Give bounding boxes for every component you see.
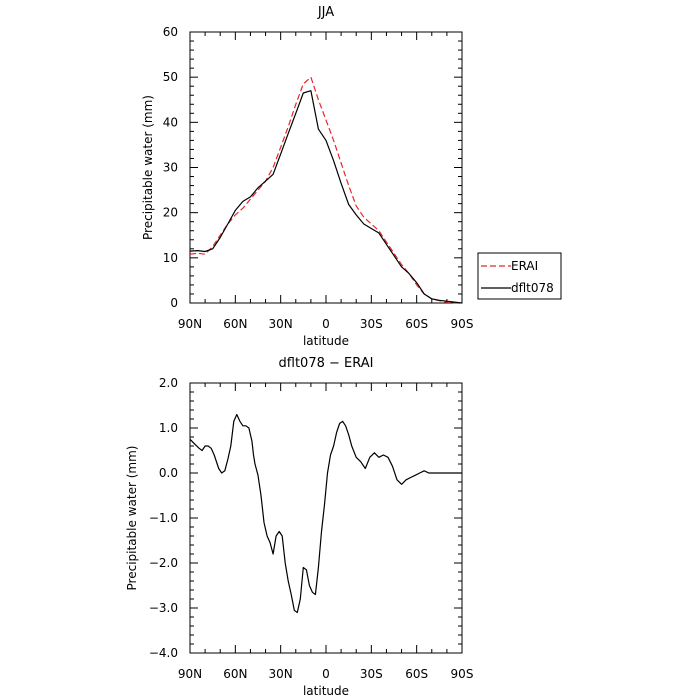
x-axis-label: latitude [303,334,349,348]
legend: ERAI dflt078 [477,252,562,300]
legend-label-dflt078: dflt078 [511,281,554,295]
y-tick-label: 10 [163,251,178,265]
y-tick-label: 0 [170,296,178,310]
chart-panel-1: dflt078 − ERAI 90N 60N 30N 0 30S 60S 90S −4.0 −3.… [125,356,473,698]
x-tick-label: 60N [223,667,247,681]
x-axis-label: latitude [303,684,349,698]
plot-frame [189,31,463,304]
y-tick-label: 60 [163,25,178,39]
series-line-difference [189,413,462,614]
y-tick-label: −3.0 [149,601,178,615]
x-tick-label: 30N [269,667,293,681]
series-line-erai [189,76,462,304]
x-tick-label: 0 [322,667,330,681]
x-tick-label: 60N [223,317,247,331]
x-tick-label: 30N [269,317,293,331]
y-tick-label: −2.0 [149,556,178,570]
y-axis-label: Precipitable water (mm) [141,95,155,240]
legend-box [477,252,562,300]
y-tick-label: 1.0 [159,421,178,435]
x-tick-label: 0 [322,317,330,331]
series-line-dflt078 [189,90,463,304]
x-tick-label: 90N [178,667,202,681]
x-tick-label: 30S [360,317,383,331]
y-axis-label: Precipitable water (mm) [125,446,139,591]
chart-title: dflt078 − ERAI [279,356,374,371]
legend-label-erai: ERAI [511,259,538,273]
x-tick-label: 90S [451,667,474,681]
plot-frame [189,382,463,654]
y-tick-label: 50 [163,70,178,84]
y-tick-label: 30 [163,161,178,175]
x-tick-label: 60S [405,317,428,331]
x-tick-label: 60S [405,667,428,681]
chart-panel-0: JJA 90N 60N 30N 0 30S 60S 90S 0 10 20 30 40 50 60 latit… [141,5,562,348]
x-tick-label: 90N [178,317,202,331]
x-tick-label: 30S [360,667,383,681]
y-tick-label: −4.0 [149,646,178,660]
y-tick-label: −1.0 [149,511,178,525]
y-tick-label: 40 [163,115,178,129]
y-tick-label: 2.0 [159,376,178,390]
y-tick-label: 0.0 [159,466,178,480]
x-tick-label: 90S [451,317,474,331]
chart-title: JJA [317,5,334,20]
y-tick-label: 20 [163,206,178,220]
